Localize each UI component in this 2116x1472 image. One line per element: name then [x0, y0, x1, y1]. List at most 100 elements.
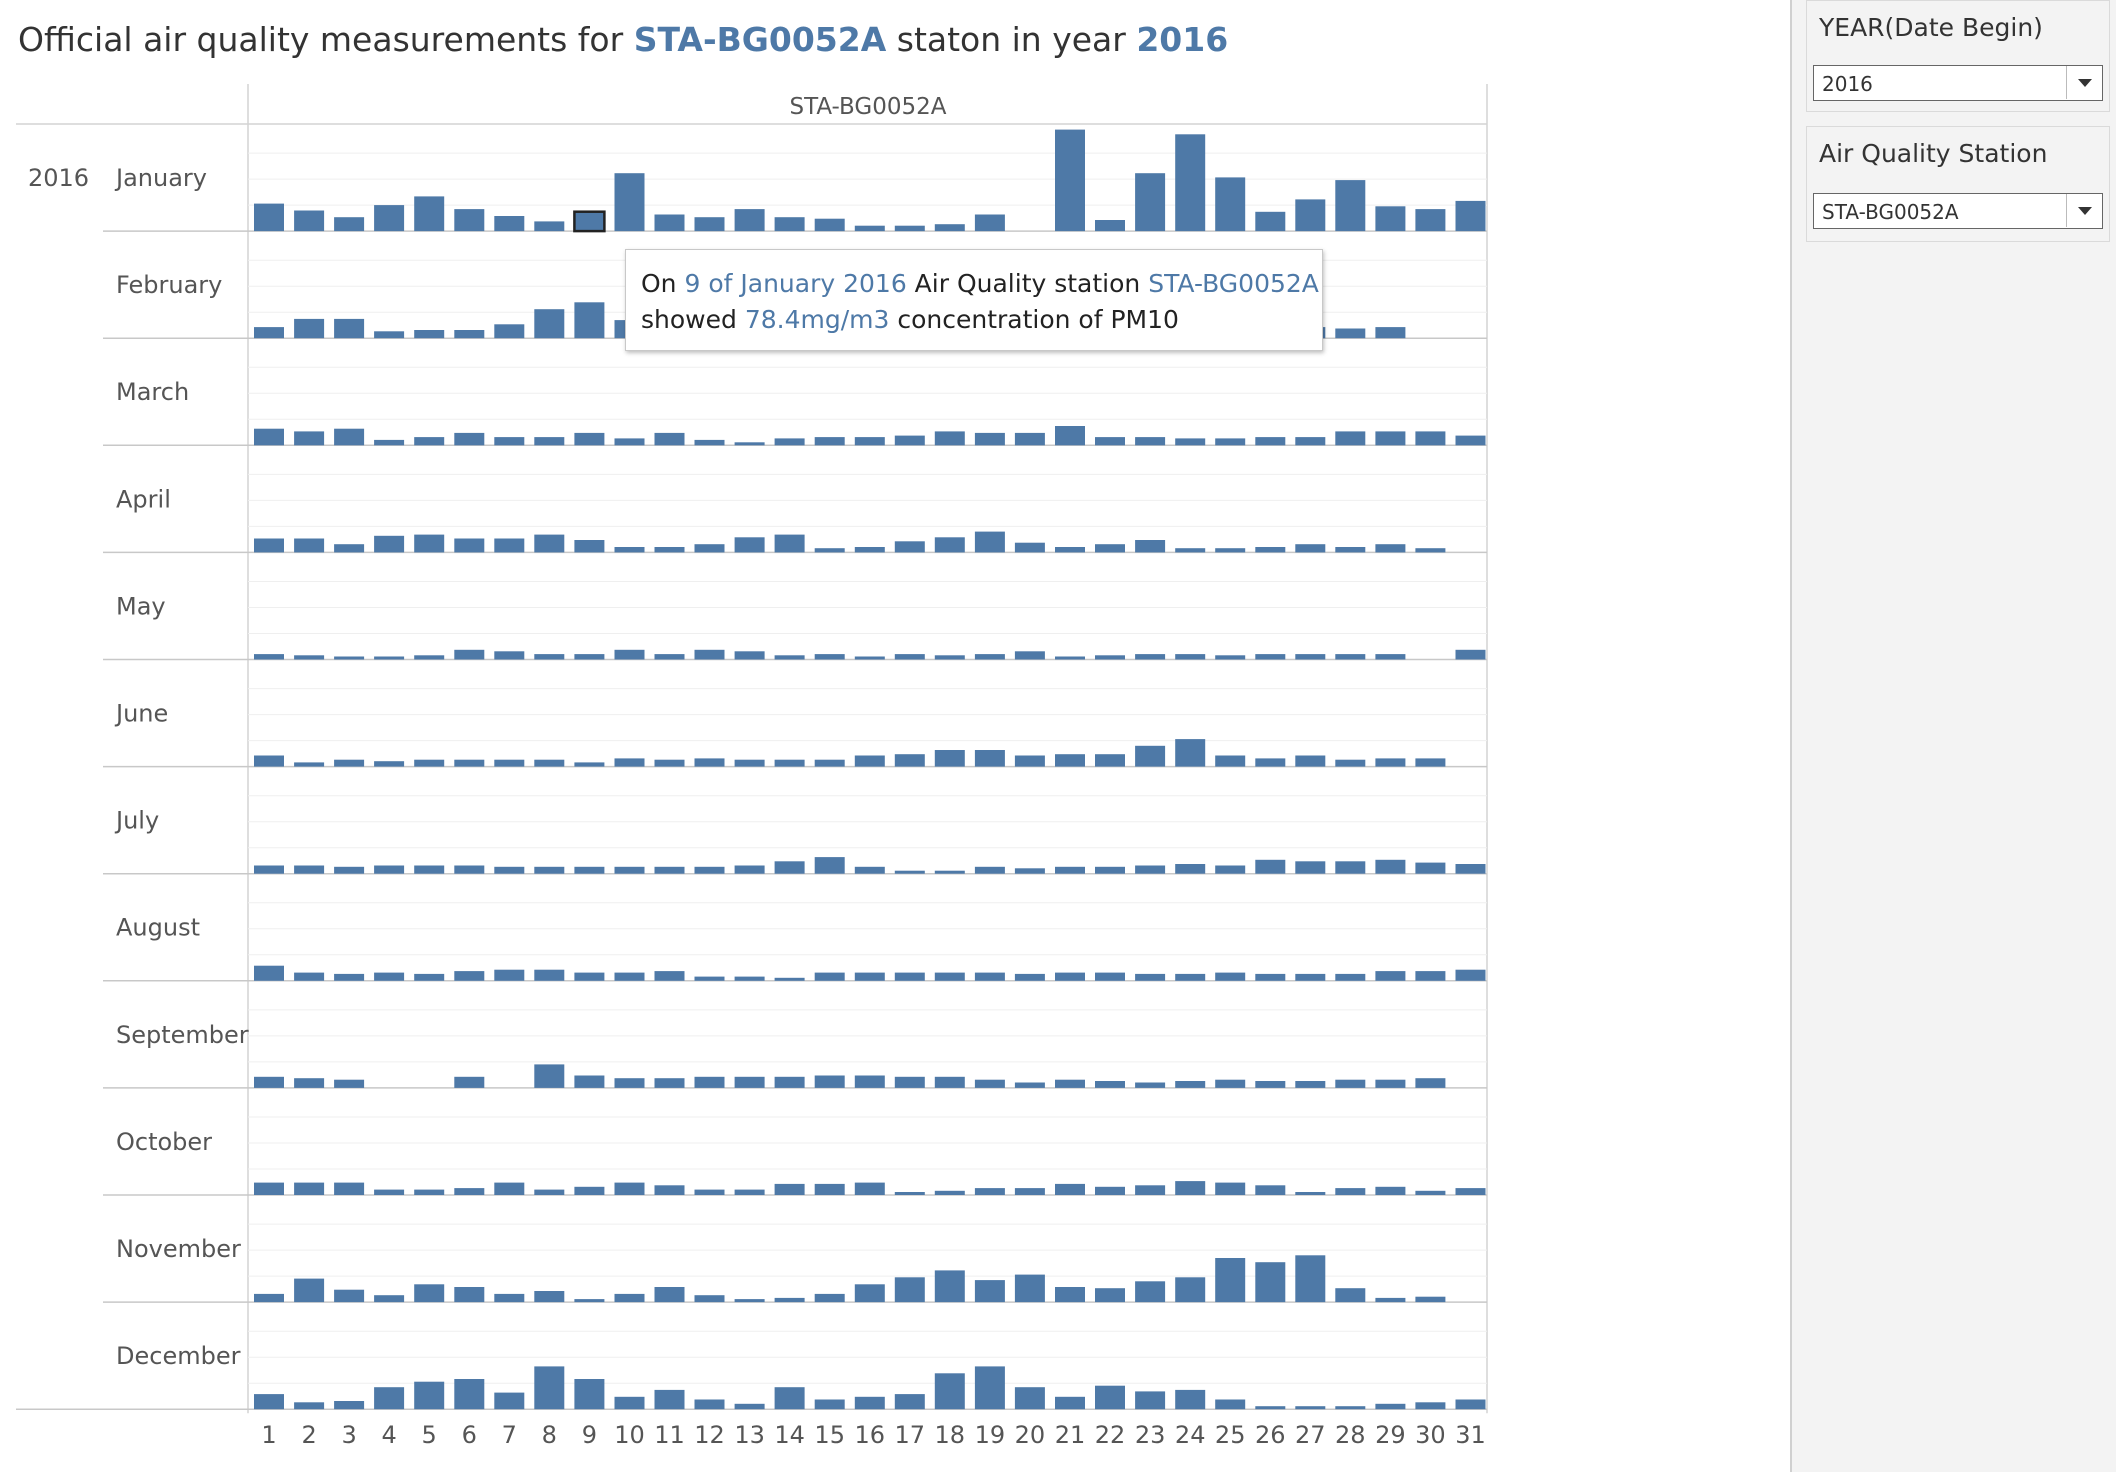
bar[interactable]: [574, 1075, 605, 1088]
bar[interactable]: [854, 547, 885, 553]
bar[interactable]: [374, 1295, 405, 1303]
bar[interactable]: [574, 654, 605, 660]
bar[interactable]: [574, 540, 605, 553]
bar[interactable]: [734, 759, 765, 767]
bar[interactable]: [894, 435, 925, 446]
bar[interactable]: [814, 972, 845, 981]
bar[interactable]: [1255, 1262, 1286, 1303]
bar[interactable]: [814, 218, 845, 232]
bar[interactable]: [1095, 866, 1125, 874]
bar[interactable]: [574, 1379, 605, 1410]
bar[interactable]: [1014, 432, 1045, 446]
bar[interactable]: [1215, 438, 1246, 446]
bar[interactable]: [334, 973, 365, 981]
bar[interactable]: [974, 866, 1005, 874]
bar[interactable]: [494, 437, 525, 446]
bar[interactable]: [1135, 1281, 1166, 1303]
bar[interactable]: [974, 750, 1005, 767]
bar[interactable]: [974, 1188, 1005, 1195]
bar[interactable]: [654, 547, 685, 553]
bar[interactable]: [1375, 327, 1406, 339]
bar[interactable]: [534, 654, 565, 660]
bar[interactable]: [814, 759, 845, 767]
year-select-dropdown-button[interactable]: [2066, 66, 2102, 99]
bar[interactable]: [1375, 971, 1406, 981]
bar[interactable]: [1095, 544, 1125, 553]
bar[interactable]: [1375, 1297, 1406, 1303]
bar[interactable]: [1135, 437, 1166, 446]
bar[interactable]: [1215, 655, 1246, 660]
bar[interactable]: [694, 866, 725, 874]
bar[interactable]: [1215, 1079, 1246, 1088]
bar[interactable]: [774, 977, 805, 981]
bar[interactable]: [654, 759, 685, 767]
bar[interactable]: [1255, 859, 1286, 874]
bar[interactable]: [654, 971, 685, 981]
bar[interactable]: [894, 1192, 925, 1195]
bar[interactable]: [334, 428, 365, 446]
bar[interactable]: [1175, 134, 1206, 232]
bar[interactable]: [494, 866, 525, 874]
bar[interactable]: [1335, 861, 1366, 874]
bar[interactable]: [1335, 1288, 1366, 1303]
bar[interactable]: [974, 1280, 1005, 1303]
bar[interactable]: [894, 654, 925, 660]
bar[interactable]: [1095, 754, 1125, 767]
bar[interactable]: [854, 1075, 885, 1088]
bar[interactable]: [1055, 656, 1085, 660]
bar[interactable]: [1215, 177, 1246, 232]
bar[interactable]: [1215, 548, 1246, 553]
bar[interactable]: [374, 656, 405, 660]
bar[interactable]: [1014, 973, 1045, 981]
bar[interactable]: [934, 431, 965, 446]
bar[interactable]: [1055, 1396, 1085, 1410]
bar[interactable]: [294, 655, 325, 660]
bar[interactable]: [934, 224, 965, 232]
bar[interactable]: [854, 656, 885, 660]
bar[interactable]: [1215, 1399, 1246, 1410]
bar[interactable]: [334, 217, 365, 232]
bar[interactable]: [1255, 1081, 1286, 1088]
bar[interactable]: [254, 327, 284, 339]
bar[interactable]: [1175, 654, 1206, 660]
bar[interactable]: [1095, 972, 1125, 981]
bar[interactable]: [1055, 1079, 1085, 1088]
bar[interactable]: [934, 537, 965, 553]
bar[interactable]: [1295, 755, 1326, 767]
bar[interactable]: [1055, 129, 1085, 232]
bar[interactable]: [1055, 972, 1085, 981]
bar[interactable]: [1135, 745, 1166, 767]
bar[interactable]: [694, 1399, 725, 1410]
bar[interactable]: [1375, 859, 1406, 874]
bar[interactable]: [334, 1079, 365, 1088]
bar[interactable]: [254, 1293, 284, 1303]
bar[interactable]: [574, 302, 605, 339]
bar[interactable]: [494, 1392, 525, 1410]
bar[interactable]: [1055, 547, 1085, 553]
bar[interactable]: [374, 205, 405, 232]
bar[interactable]: [1455, 969, 1486, 981]
bar[interactable]: [1135, 1082, 1166, 1088]
bar[interactable]: [1014, 1188, 1045, 1195]
bar[interactable]: [534, 309, 565, 339]
bar[interactable]: [1055, 866, 1085, 874]
bar[interactable]: [734, 651, 765, 660]
bar[interactable]: [1455, 649, 1486, 660]
bar[interactable]: [1255, 654, 1286, 660]
bar[interactable]: [854, 1182, 885, 1195]
bar[interactable]: [774, 217, 805, 232]
bar[interactable]: [1455, 435, 1486, 446]
bar[interactable]: [654, 866, 685, 874]
bar[interactable]: [1415, 758, 1446, 767]
bar[interactable]: [934, 1190, 965, 1195]
bar[interactable]: [254, 865, 284, 874]
bar[interactable]: [1255, 211, 1286, 232]
bar[interactable]: [534, 1064, 565, 1088]
bar[interactable]: [294, 538, 325, 553]
station-select[interactable]: STA-BG0052A: [1813, 193, 2103, 229]
bar[interactable]: [414, 534, 445, 553]
bar[interactable]: [614, 1293, 645, 1303]
bar[interactable]: [494, 969, 525, 981]
bar[interactable]: [574, 762, 605, 767]
bar[interactable]: [254, 1182, 284, 1195]
